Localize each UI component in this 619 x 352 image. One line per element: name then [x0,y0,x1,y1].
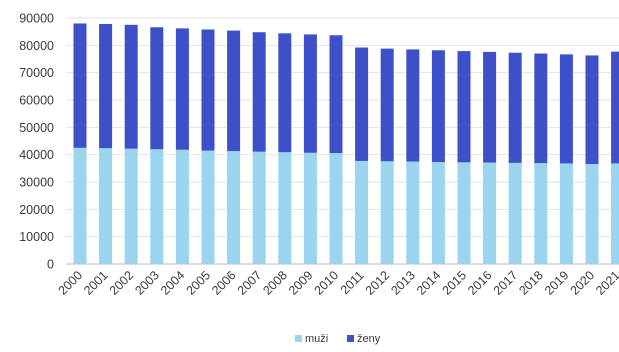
bar-zeny-2017 [508,52,522,163]
bar-zeny-2011 [355,47,369,161]
bar-muzi-2009 [303,152,317,264]
legend-label-muzi: muži [305,333,328,345]
bar-muzi-2013 [406,161,420,264]
bar-zeny-2019 [559,54,573,164]
y-tick-label: 10000 [19,230,54,244]
y-tick-label: 70000 [19,66,54,80]
bar-zeny-2014 [431,50,445,163]
x-tick-label: 2002 [107,268,137,298]
bar-zeny-2001 [99,24,113,149]
bar-zeny-2005 [201,29,215,151]
bar-muzi-2015 [457,162,471,264]
bar-zeny-2007 [252,32,266,152]
x-tick-label: 2010 [312,268,342,298]
x-tick-label: 2001 [81,268,111,298]
bars [73,23,619,264]
y-axis: 0 10000 20000 30000 40000 50000 60000 70000 8000… [19,12,54,272]
x-tick-label: 2004 [158,268,188,298]
bar-zeny-2020 [585,55,599,164]
bar-muzi-2007 [252,151,266,264]
legend-label-zeny: ženy [357,333,381,345]
y-tick-label: 50000 [19,121,54,135]
bar-muzi-2004 [175,149,189,264]
x-tick-label: 2005 [184,268,214,298]
bar-muzi-2006 [227,151,241,264]
legend-swatch-muzi [295,335,302,342]
bar-muzi-2014 [431,162,445,264]
bar-muzi-2011 [355,160,369,264]
bar-zeny-2016 [483,51,497,163]
x-tick-label: 2018 [516,268,546,298]
x-tick-label: 2019 [542,268,572,298]
legend-swatch-zeny [347,335,354,342]
bar-zeny-2010 [329,35,343,154]
y-tick-label: 60000 [19,94,54,108]
bar-muzi-2001 [99,148,113,264]
bar-muzi-2008 [278,152,292,264]
y-tick-label: 80000 [19,39,54,53]
x-tick-label: 2014 [414,268,444,298]
y-tick-label: 0 [47,258,54,272]
bar-zeny-2008 [278,33,292,153]
x-tick-label: 2008 [260,268,290,298]
bar-muzi-2019 [559,163,573,264]
x-tick-label: 2015 [440,268,470,298]
bar-muzi-2012 [380,161,394,264]
bar-zeny-2018 [534,53,548,164]
bar-muzi-2016 [483,162,497,264]
bar-zeny-2013 [406,49,420,162]
y-tick-label: 90000 [19,12,54,26]
x-tick-label: 2017 [491,268,521,298]
x-tick-label: 2000 [56,268,86,298]
x-tick-label: 2020 [568,268,598,298]
bar-muzi-2021 [611,163,619,264]
legend: muži ženy [295,333,381,345]
bar-muzi-2018 [534,163,548,264]
x-axis: 2000200120022003200420052006200720082009… [56,268,619,298]
bar-zeny-2012 [380,48,394,162]
y-tick-label: 40000 [19,148,54,162]
bar-muzi-2003 [150,149,164,264]
x-tick-label: 2007 [235,268,265,298]
y-tick-label: 30000 [19,176,54,190]
x-tick-label: 2013 [388,268,418,298]
bar-muzi-2002 [124,148,138,264]
bar-zeny-2003 [150,27,164,150]
bar-zeny-2006 [227,30,241,152]
bar-muzi-2000 [73,147,87,264]
bar-zeny-2009 [303,34,317,153]
bar-muzi-2005 [201,150,215,264]
bar-zeny-2000 [73,23,87,148]
bar-zeny-2004 [175,28,189,150]
bar-zeny-2015 [457,51,471,163]
x-tick-label: 2012 [363,268,393,298]
bar-zeny-2021 [611,51,619,164]
x-tick-label: 2016 [465,268,495,298]
x-tick-label: 2006 [209,268,239,298]
bar-zeny-2002 [124,24,138,149]
bar-muzi-2010 [329,153,343,264]
x-tick-label: 2009 [286,268,316,298]
x-tick-label: 2003 [132,268,162,298]
bar-muzi-2020 [585,163,599,264]
y-tick-label: 20000 [19,203,54,217]
x-tick-label: 2021 [593,268,619,298]
bar-muzi-2017 [508,162,522,264]
x-tick-label: 2011 [338,268,367,297]
